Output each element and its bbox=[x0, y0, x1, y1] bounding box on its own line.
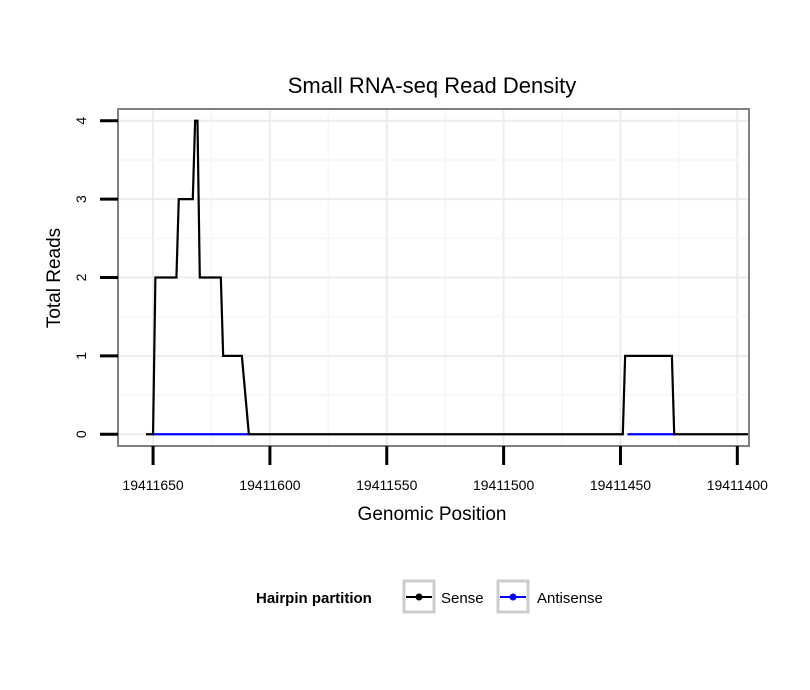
legend-item-antisense: Antisense bbox=[496, 579, 603, 614]
y-tick-label: 4 bbox=[73, 117, 89, 125]
series-line-sense bbox=[146, 119, 749, 436]
legend-sense-marker bbox=[415, 593, 423, 601]
x-tick-label: 19411650 bbox=[122, 477, 183, 493]
y-tick-label: 1 bbox=[73, 352, 89, 360]
chart-title: Small RNA-seq Read Density bbox=[288, 73, 577, 98]
y-axis-ticks: 0 1 2 3 4 bbox=[73, 117, 118, 438]
y-tick-label: 3 bbox=[73, 195, 89, 203]
x-tick-label: 19411450 bbox=[590, 477, 651, 493]
x-tick-label: 19411550 bbox=[356, 477, 417, 493]
legend-title: Hairpin partition bbox=[256, 590, 372, 607]
y-axis-label: Total Reads bbox=[44, 228, 65, 328]
x-tick-label: 19411400 bbox=[707, 477, 768, 493]
series-lines bbox=[146, 119, 749, 436]
legend-label-sense: Sense bbox=[441, 590, 484, 607]
y-tick-label: 0 bbox=[73, 430, 89, 438]
legend-item-sense: Sense bbox=[402, 579, 484, 614]
y-tick-label: 2 bbox=[73, 273, 89, 281]
legend-label-antisense: Antisense bbox=[537, 590, 603, 607]
x-axis-label: Genomic Position bbox=[358, 504, 507, 525]
legend-antisense-marker bbox=[509, 593, 517, 601]
x-axis-ticks: 19411650 19411600 19411550 19411500 19411450… bbox=[122, 446, 768, 493]
x-tick-label: 19411500 bbox=[473, 477, 534, 493]
legend: Hairpin partition Sense Antisense bbox=[256, 579, 603, 614]
x-tick-label: 19411600 bbox=[239, 477, 300, 493]
